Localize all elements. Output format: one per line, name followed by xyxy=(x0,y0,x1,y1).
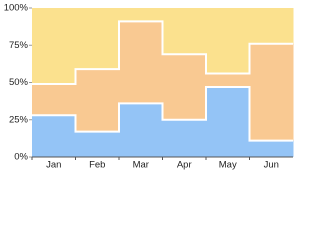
chart: 0% 25% 50% 75% 100% Jan Feb Mar Apr May Jun xyxy=(4,3,294,171)
step-border xyxy=(32,20,293,85)
area-segment xyxy=(75,131,120,157)
area-segment xyxy=(32,8,76,84)
area-segment xyxy=(119,103,163,157)
area-segment xyxy=(249,43,294,141)
area-segment xyxy=(75,69,120,132)
area-segment xyxy=(32,115,76,157)
area-segment xyxy=(162,54,207,120)
x-tick-label: Mar xyxy=(133,160,149,171)
y-tick-label: 50% xyxy=(9,77,29,88)
step-border xyxy=(32,85,293,142)
area-segment xyxy=(249,8,294,44)
x-tick-label: Jan xyxy=(46,160,61,171)
area-segment xyxy=(162,8,207,55)
x-tick-label: Jun xyxy=(264,160,279,171)
area-segment xyxy=(75,8,120,70)
area-segment xyxy=(162,119,207,157)
y-tick-label: 25% xyxy=(9,114,29,125)
area-segment xyxy=(249,140,294,157)
area-segment xyxy=(206,86,250,157)
x-tick-label: Feb xyxy=(89,160,105,171)
y-tick-label: 75% xyxy=(9,40,29,51)
area-segment xyxy=(119,8,163,22)
x-tick-label: May xyxy=(219,160,237,171)
area-segment xyxy=(119,21,163,104)
area-segment xyxy=(32,83,76,116)
area-segment xyxy=(206,73,250,87)
y-tick-label: 0% xyxy=(14,152,28,163)
y-tick-label: 100% xyxy=(4,3,29,14)
x-tick-label: Apr xyxy=(177,160,192,171)
area-segment xyxy=(206,8,250,74)
